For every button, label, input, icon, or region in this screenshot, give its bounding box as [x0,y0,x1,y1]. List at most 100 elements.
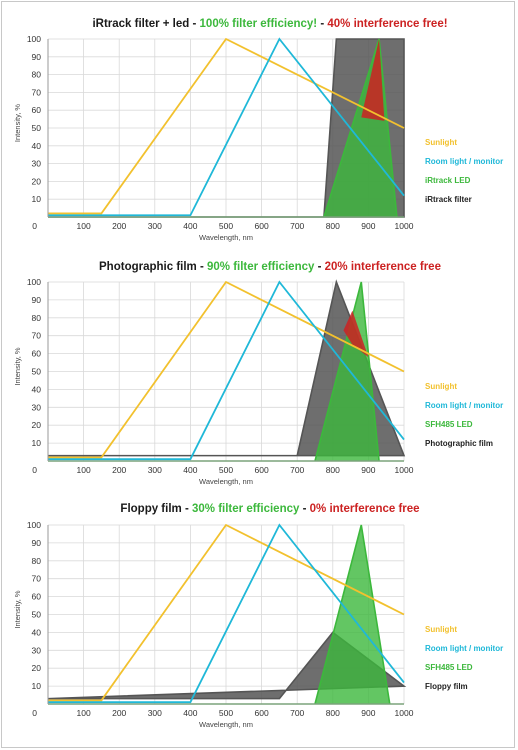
x-tick-label: 300 [148,708,162,718]
chart-title-part: 40% interference free! [327,18,447,30]
y-tick-label: 30 [32,645,42,655]
y-axis-label: Intensity, % [13,104,22,143]
x-tick-label: 700 [290,465,304,475]
chart-1: iRtrack filter + led - 100% filter effic… [13,18,503,242]
x-tick-label: 400 [183,708,197,718]
y-axis-label: Intensity, % [13,590,22,629]
legend-entry: SFH485 LED [425,420,473,429]
x-tick-label: 500 [219,465,233,475]
legend-entry: Room light / monitor [425,401,503,410]
y-tick-label: 50 [32,367,42,377]
legend-entry: Sunlight [425,138,457,147]
x-tick-label: 700 [290,708,304,718]
x-tick-label: 1000 [395,708,414,718]
legend-entry: Floppy film [425,682,468,691]
chart-title-part: - [197,261,207,273]
interference-zone [343,310,369,358]
chart-title-part: Photographic film [99,261,197,273]
legend-entry: SFH485 LED [425,663,473,672]
series-line-room-light-monitor [48,280,405,461]
origin-label: 0 [32,465,37,475]
x-tick-label: 1000 [395,221,414,231]
y-tick-label: 30 [32,159,42,169]
origin-label: 0 [32,221,37,231]
chart-title-part: 30% filter efficiency [192,503,300,515]
x-tick-label: 500 [219,708,233,718]
y-tick-label: 50 [32,610,42,620]
y-tick-label: 90 [32,295,42,305]
x-tick-label: 400 [183,221,197,231]
x-tick-label: 1000 [395,465,414,475]
chart-title-part: 0% interference free [310,503,420,515]
x-tick-label: 600 [255,221,269,231]
y-tick-label: 40 [32,627,42,637]
chart-title: iRtrack filter + led - 100% filter effic… [92,18,447,30]
x-tick-label: 200 [112,465,126,475]
x-tick-label: 200 [112,708,126,718]
y-tick-label: 20 [32,420,42,430]
y-tick-label: 20 [32,663,42,673]
y-tick-label: 20 [32,176,42,186]
y-axis-label: Intensity, % [13,347,22,386]
y-tick-label: 100 [27,520,41,530]
x-tick-label: 900 [361,708,375,718]
y-tick-label: 60 [32,105,42,115]
x-tick-label: 100 [77,221,91,231]
legend-entry: Photographic film [425,439,493,448]
x-tick-label: 100 [77,465,91,475]
chart-title-part: - [317,18,327,30]
chart-title-part: 90% filter efficiency [207,261,315,273]
interference-zone [361,39,385,121]
legend-entry: iRtrack LED [425,176,471,185]
y-tick-label: 70 [32,574,42,584]
chart-title: Floppy film - 30% filter efficiency - 0%… [120,503,419,515]
chart-2: Photographic film - 90% filter efficienc… [13,261,503,486]
chart-title-part: 20% interference free [325,261,441,273]
x-tick-label: 500 [219,221,233,231]
series-line-room-light-monitor [48,37,405,217]
y-tick-label: 100 [27,34,41,44]
series-line-room-light-monitor [48,523,405,704]
chart-title: Photographic film - 90% filter efficienc… [99,261,441,273]
y-tick-label: 80 [32,70,42,80]
y-tick-label: 30 [32,402,42,412]
x-tick-label: 800 [326,465,340,475]
y-tick-label: 50 [32,123,42,133]
chart-title-part: iRtrack filter + led [92,18,189,30]
x-tick-label: 400 [183,465,197,475]
x-tick-label: 300 [148,221,162,231]
legend-entry: iRtrack filter [425,195,472,204]
y-tick-label: 10 [32,438,42,448]
x-tick-label: 900 [361,465,375,475]
chart-title-part: - [299,503,309,515]
x-tick-label: 100 [77,708,91,718]
y-tick-label: 100 [27,277,41,287]
y-tick-label: 60 [32,592,42,602]
x-tick-label: 600 [255,465,269,475]
y-tick-label: 80 [32,556,42,566]
y-tick-label: 90 [32,52,42,62]
chart-3: Floppy film - 30% filter efficiency - 0%… [13,503,503,729]
y-tick-label: 70 [32,331,42,341]
y-tick-label: 10 [32,681,42,691]
x-tick-label: 700 [290,221,304,231]
x-tick-label: 200 [112,221,126,231]
legend-entry: Sunlight [425,382,457,391]
series-area-photographic-film [48,279,406,457]
y-tick-label: 70 [32,87,42,97]
y-tick-label: 40 [32,141,42,151]
x-tick-label: 800 [326,221,340,231]
legend-entry: Room light / monitor [425,157,503,166]
chart-title-part: - [189,18,199,30]
y-tick-label: 60 [32,349,42,359]
chart-title-part: Floppy film [120,503,181,515]
x-axis-label: Wavelength, nm [199,720,253,729]
chart-title-part: - [314,261,324,273]
x-tick-label: 600 [255,708,269,718]
y-tick-label: 40 [32,384,42,394]
x-axis-label: Wavelength, nm [199,477,253,486]
x-tick-label: 300 [148,465,162,475]
x-axis-label: Wavelength, nm [199,233,253,242]
